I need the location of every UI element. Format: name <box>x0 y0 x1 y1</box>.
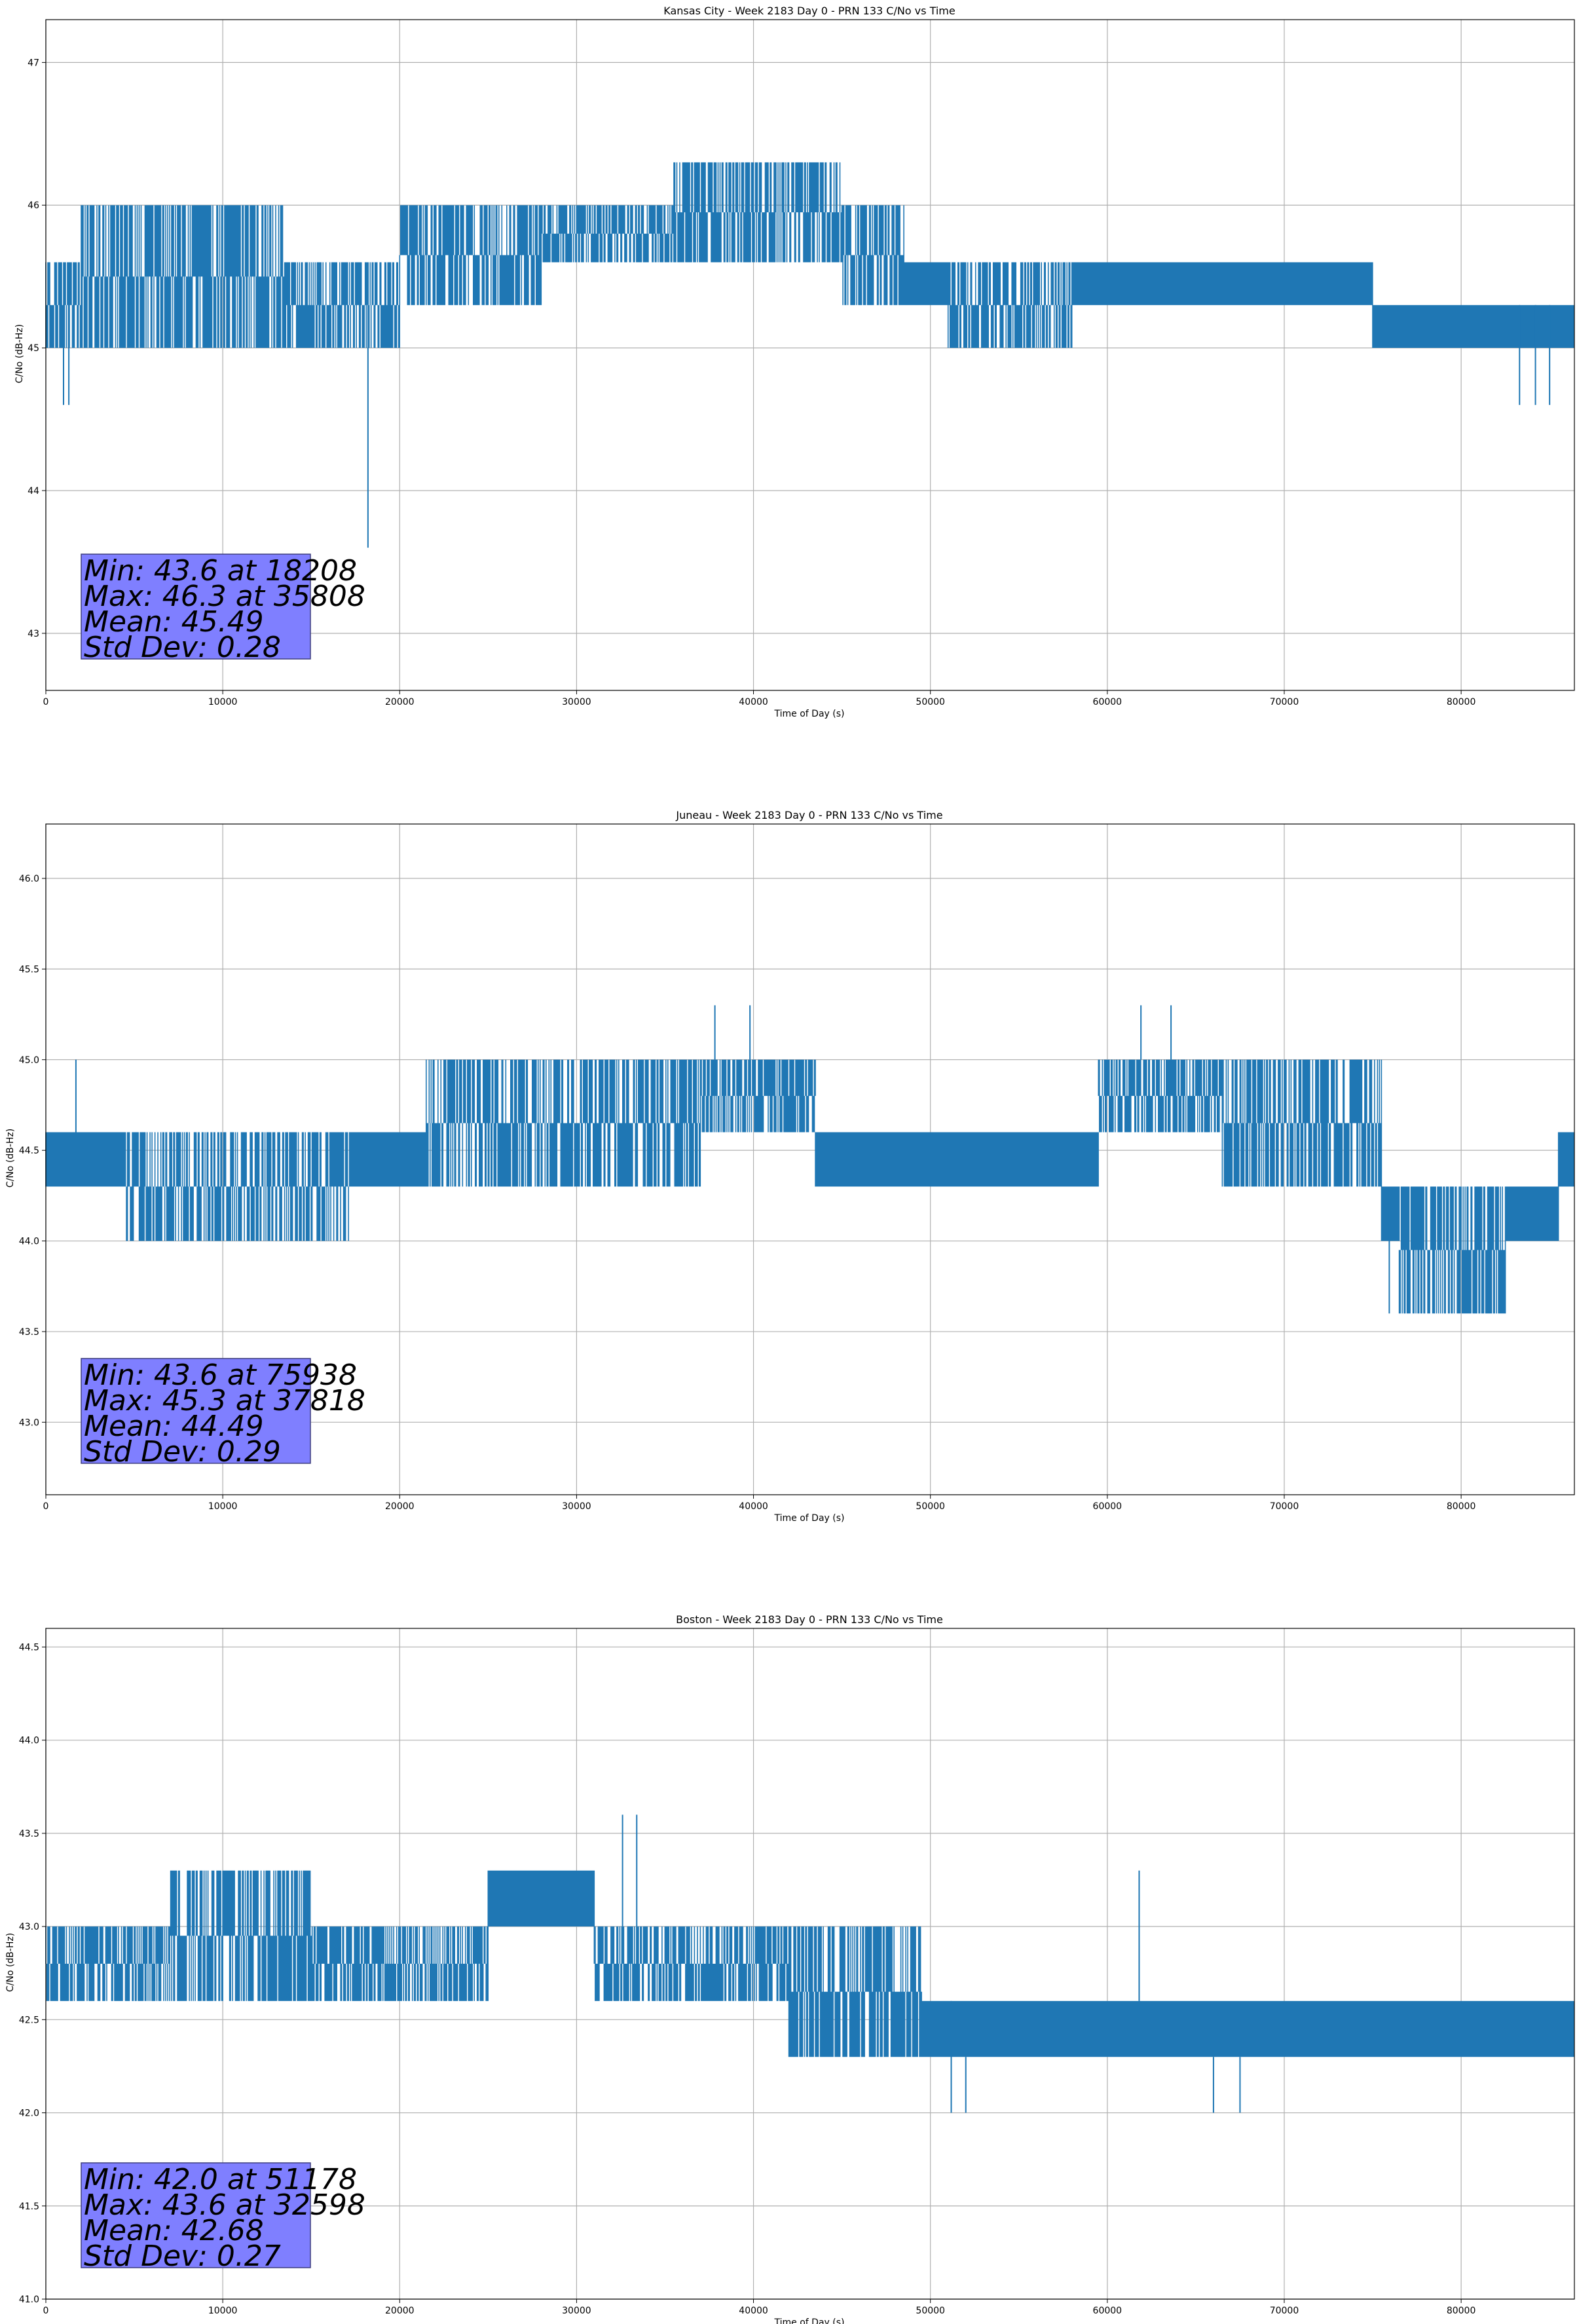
x-tick-label: 30000 <box>562 1501 591 1512</box>
stats-line: Mean: 42.68 <box>84 2214 264 2247</box>
subplot-title: Boston - Week 2183 Day 0 - PRN 133 C/No … <box>676 1613 943 1626</box>
x-tick-label: 10000 <box>208 1501 238 1512</box>
stats-box <box>81 1358 311 1464</box>
x-tick-label: 50000 <box>916 2306 945 2316</box>
x-tick-label: 80000 <box>1447 1501 1476 1512</box>
stats-line: Std Dev: 0.28 <box>84 631 281 664</box>
x-tick-label: 60000 <box>1093 2306 1122 2316</box>
y-tick-label: 44 <box>28 486 39 497</box>
series-cno <box>45 1814 1575 2113</box>
stats-line: Std Dev: 0.29 <box>84 1435 281 1469</box>
x-tick-label: 60000 <box>1093 1501 1122 1512</box>
y-tick-label: 43 <box>28 629 39 639</box>
x-tick-label: 20000 <box>385 2306 415 2316</box>
subplot-title: Juneau - Week 2183 Day 0 - PRN 133 C/No … <box>675 809 942 821</box>
x-tick-label: 10000 <box>208 697 238 707</box>
y-tick-label: 43.0 <box>19 1922 39 1932</box>
x-tick-label: 40000 <box>739 1501 768 1512</box>
series-trace <box>45 162 1575 348</box>
x-axis-label: Time of Day (s) <box>774 2317 845 2324</box>
y-tick-label: 45.5 <box>19 964 39 975</box>
x-tick-label: 0 <box>43 2306 49 2316</box>
x-tick-label: 50000 <box>916 1501 945 1512</box>
stats-line: Min: 43.6 at 18208 <box>84 554 357 588</box>
y-tick-label: 44.0 <box>19 1736 39 1746</box>
axes-frame <box>45 823 1575 1495</box>
x-tick-label: 20000 <box>385 697 415 707</box>
y-tick-label: 45.0 <box>19 1055 39 1066</box>
subplot-juneau: Juneau - Week 2183 Day 0 - PRN 133 C/No … <box>5 809 1575 1524</box>
series-cno <box>45 1005 1575 1314</box>
x-tick-label: 40000 <box>739 697 768 707</box>
y-tick-label: 42.0 <box>19 2108 39 2119</box>
y-axis-label: C/No (dB-Hz) <box>5 1933 16 1992</box>
y-tick-label: 47 <box>28 58 39 68</box>
y-axis-label: C/No (dB-Hz) <box>14 324 25 383</box>
y-axis-label: C/No (dB-Hz) <box>5 1129 16 1188</box>
stats-line: Mean: 44.49 <box>84 1410 264 1443</box>
y-tick-label: 46 <box>28 200 39 211</box>
stats-box <box>81 553 311 660</box>
stats-box <box>81 2162 311 2268</box>
y-tick-label: 41.5 <box>19 2202 39 2212</box>
stats-line: Std Dev: 0.27 <box>84 2240 281 2273</box>
stats-line: Min: 42.0 at 51178 <box>84 2163 357 2196</box>
series-cno <box>45 162 1575 548</box>
y-tick-label: 43.5 <box>19 1327 39 1338</box>
x-tick-label: 0 <box>43 1501 49 1512</box>
series-trace <box>45 1059 1575 1314</box>
axes-frame <box>45 1628 1575 2300</box>
y-tick-label: 44.5 <box>19 1146 39 1156</box>
axes-frame <box>45 19 1575 691</box>
x-tick-label: 50000 <box>916 697 945 707</box>
y-tick-label: 41.0 <box>19 2295 39 2305</box>
stats-line: Max: 46.3 at 35808 <box>84 580 365 613</box>
x-tick-label: 70000 <box>1270 2306 1299 2316</box>
subplot-boston: Boston - Week 2183 Day 0 - PRN 133 C/No … <box>5 1613 1575 2324</box>
x-tick-label: 80000 <box>1447 2306 1476 2316</box>
y-tick-label: 42.5 <box>19 2015 39 2025</box>
y-tick-label: 45 <box>28 343 39 354</box>
x-tick-label: 70000 <box>1270 1501 1299 1512</box>
x-tick-label: 80000 <box>1447 697 1476 707</box>
stats-line: Mean: 45.49 <box>84 605 264 639</box>
y-tick-label: 43.0 <box>19 1417 39 1428</box>
x-tick-label: 10000 <box>208 2306 238 2316</box>
subplot-title: Kansas City - Week 2183 Day 0 - PRN 133 … <box>663 5 955 17</box>
stats-line: Max: 43.6 at 32598 <box>84 2188 365 2222</box>
x-axis-label: Time of Day (s) <box>774 709 845 719</box>
y-tick-label: 44.0 <box>19 1237 39 1247</box>
y-tick-label: 44.5 <box>19 1642 39 1653</box>
x-tick-label: 20000 <box>385 1501 415 1512</box>
series-trace <box>45 1870 1575 2057</box>
y-tick-label: 46.0 <box>19 874 39 884</box>
stats-line: Max: 45.3 at 37818 <box>84 1384 365 1417</box>
stats-line: Min: 43.6 at 75938 <box>84 1359 357 1392</box>
y-tick-label: 43.5 <box>19 1829 39 1839</box>
x-axis-label: Time of Day (s) <box>774 1513 845 1524</box>
subplot-kansas-city: Kansas City - Week 2183 Day 0 - PRN 133 … <box>14 5 1575 719</box>
x-tick-label: 40000 <box>739 2306 768 2316</box>
x-tick-label: 60000 <box>1093 697 1122 707</box>
x-tick-label: 70000 <box>1270 697 1299 707</box>
x-tick-label: 30000 <box>562 697 591 707</box>
x-tick-label: 30000 <box>562 2306 591 2316</box>
x-tick-label: 0 <box>43 697 49 707</box>
